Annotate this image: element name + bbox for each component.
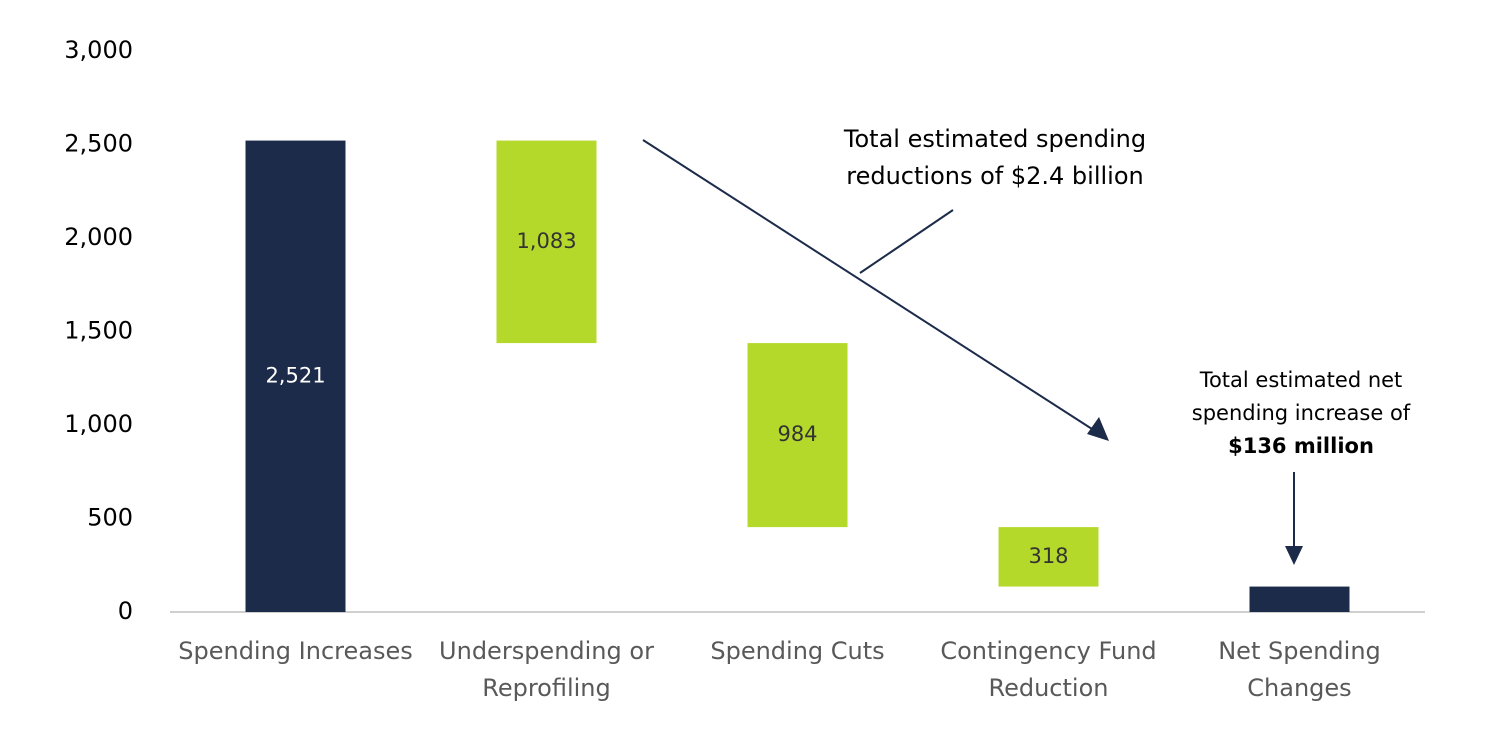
reduction-arrow bbox=[642, 139, 1107, 439]
x-tick-line: Underspending or bbox=[439, 637, 654, 665]
bar bbox=[245, 140, 346, 612]
arrow-head bbox=[1285, 546, 1303, 565]
arrow-head bbox=[1087, 417, 1109, 441]
y-tick-label: 0 bbox=[118, 597, 133, 625]
x-tick-line: Reprofiling bbox=[482, 674, 611, 702]
y-tick-label: 2,500 bbox=[64, 130, 133, 158]
x-tick-line: Changes bbox=[1247, 674, 1351, 702]
data-label: 1,083 bbox=[516, 229, 576, 253]
x-tick-label: Spending Cuts bbox=[710, 637, 884, 665]
annotation-line: Total estimated spending bbox=[843, 125, 1146, 153]
annotation-line: $136 million bbox=[1228, 434, 1374, 458]
x-tick-line: Reduction bbox=[989, 674, 1109, 702]
y-tick-label: 1,000 bbox=[64, 410, 133, 438]
x-tick-line: Spending Increases bbox=[178, 637, 413, 665]
data-label: 2,521 bbox=[265, 363, 325, 387]
annotation: Total estimated net spending increase of $… bbox=[1192, 368, 1411, 458]
bar bbox=[496, 140, 597, 344]
x-tick-label: Net Spending Changes bbox=[1218, 637, 1381, 702]
annotation-line: reductions of $2.4 billion bbox=[846, 162, 1143, 190]
x-tick-label: Spending Increases bbox=[178, 637, 413, 665]
y-tick-label: 500 bbox=[87, 504, 133, 532]
bar bbox=[747, 343, 848, 528]
x-tick-label: Underspending or Reprofiling bbox=[439, 637, 654, 702]
y-tick-label: 2,000 bbox=[64, 223, 133, 251]
annotation-line: Total estimated net bbox=[1199, 368, 1403, 392]
annotation: Total estimated spending reductions of $2… bbox=[843, 125, 1146, 190]
annotation-line: spending increase of bbox=[1192, 401, 1411, 425]
x-tick-label: Contingency Fund Reduction bbox=[940, 637, 1156, 702]
leader-line bbox=[859, 209, 954, 274]
y-tick-label: 3,000 bbox=[64, 36, 133, 64]
bar bbox=[998, 527, 1099, 587]
y-tick-label: 1,500 bbox=[64, 317, 133, 345]
data-label: 318 bbox=[1028, 544, 1068, 568]
x-tick-line: Net Spending bbox=[1218, 637, 1381, 665]
data-label: 984 bbox=[777, 422, 817, 446]
x-tick-line: Spending Cuts bbox=[710, 637, 884, 665]
x-tick-line: Contingency Fund bbox=[940, 637, 1156, 665]
bar bbox=[1249, 586, 1350, 612]
